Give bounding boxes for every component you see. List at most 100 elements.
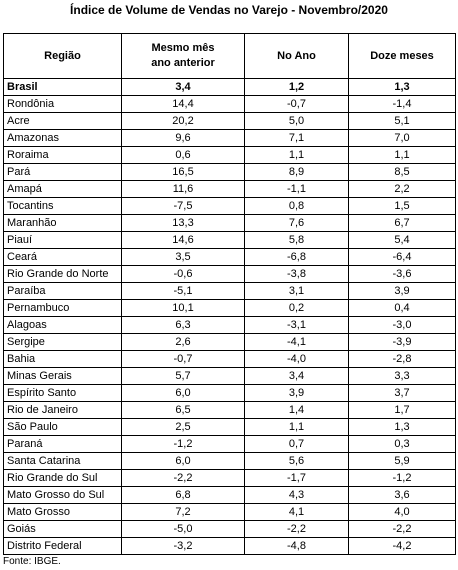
value-cell: 3,5 [121,248,245,266]
value-cell: -3,0 [348,316,456,334]
value-cell: 1,7 [348,401,456,419]
value-cell: 0,3 [348,435,456,453]
value-cell: 0,2 [244,299,349,317]
table-row: São Paulo 2,5 1,1 1,3 [3,418,456,436]
value-cell: 5,4 [348,231,456,249]
region-cell: Maranhão [3,214,122,232]
region-cell: Brasil [3,78,122,96]
value-cell: 3,7 [348,384,456,402]
table-row: Bahia -0,7 -4,0 -2,8 [3,350,456,368]
table-row: Sergipe 2,6 -4,1 -3,9 [3,333,456,351]
value-cell: 3,4 [121,78,245,96]
region-cell: Acre [3,112,122,130]
value-cell: 1,4 [244,401,349,419]
region-cell: Pará [3,163,122,181]
header-text: Região [44,49,81,62]
region-cell: Rio Grande do Norte [3,265,122,283]
value-cell: 3,6 [348,486,456,504]
value-cell: 4,0 [348,503,456,521]
header-cell: Doze meses [348,33,456,79]
value-cell: 0,7 [244,435,349,453]
value-cell: -0,6 [121,265,245,283]
value-cell: 6,0 [121,384,245,402]
region-cell: Bahia [3,350,122,368]
value-cell: 5,8 [244,231,349,249]
table: Região Mesmo mês ano anterior No Ano Doze m… [3,33,456,555]
value-cell: -3,6 [348,265,456,283]
region-cell: Ceará [3,248,122,266]
table-row: Goiás -5,0 -2,2 -2,2 [3,520,456,538]
value-cell: -0,7 [244,95,349,113]
table-row: Mato Grosso do Sul 6,8 4,3 3,6 [3,486,456,504]
header-cell: No Ano [244,33,349,79]
value-cell: -3,9 [348,333,456,351]
value-cell: -3,1 [244,316,349,334]
value-cell: 14,4 [121,95,245,113]
value-cell: 2,2 [348,180,456,198]
value-cell: 7,6 [244,214,349,232]
region-cell: Paraíba [3,282,122,300]
region-cell: São Paulo [3,418,122,436]
value-cell: 3,9 [244,384,349,402]
region-cell: Alagoas [3,316,122,334]
value-cell: 3,3 [348,367,456,385]
value-cell: 2,5 [121,418,245,436]
header-text: Doze meses [370,49,434,62]
value-cell: -2,2 [244,520,349,538]
table-row: Pará 16,5 8,9 8,5 [3,163,456,181]
value-cell: 6,3 [121,316,245,334]
value-cell: 3,1 [244,282,349,300]
value-cell: 8,5 [348,163,456,181]
value-cell: 5,7 [121,367,245,385]
table-row: Brasil 3,4 1,2 1,3 [3,78,456,96]
region-cell: Rio de Janeiro [3,401,122,419]
region-cell: Pernambuco [3,299,122,317]
value-cell: 9,6 [121,129,245,147]
value-cell: 1,5 [348,197,456,215]
header-text: No Ano [277,49,316,62]
region-cell: Minas Gerais [3,367,122,385]
region-cell: Sergipe [3,333,122,351]
region-cell: Roraima [3,146,122,164]
value-cell: 13,3 [121,214,245,232]
table-row: Rio Grande do Sul -2,2 -1,7 -1,2 [3,469,456,487]
table-row: Minas Gerais 5,7 3,4 3,3 [3,367,456,385]
value-cell: 7,0 [348,129,456,147]
region-cell: Paraná [3,435,122,453]
value-cell: 6,8 [121,486,245,504]
value-cell: 0,4 [348,299,456,317]
region-cell: Mato Grosso do Sul [3,486,122,504]
value-cell: 1,3 [348,78,456,96]
value-cell: 4,1 [244,503,349,521]
value-cell: -5,0 [121,520,245,538]
value-cell: -2,8 [348,350,456,368]
region-cell: Amazonas [3,129,122,147]
value-cell: -6,8 [244,248,349,266]
table-row: Maranhão 13,3 7,6 6,7 [3,214,456,232]
value-cell: 16,5 [121,163,245,181]
header-cell: Mesmo mês ano anterior [121,33,245,79]
table-row: Rio de Janeiro 6,5 1,4 1,7 [3,401,456,419]
value-cell: -5,1 [121,282,245,300]
value-cell: 8,9 [244,163,349,181]
table-row: Amapá 11,6 -1,1 2,2 [3,180,456,198]
value-cell: -4,1 [244,333,349,351]
table-row: Pernambuco 10,1 0,2 0,4 [3,299,456,317]
value-cell: 1,1 [244,418,349,436]
value-cell: -1,7 [244,469,349,487]
value-cell: 6,7 [348,214,456,232]
value-cell: -1,4 [348,95,456,113]
header-row: Região Mesmo mês ano anterior No Ano Doze m… [3,33,456,79]
table-row: Ceará 3,5 -6,8 -6,4 [3,248,456,266]
value-cell: 4,3 [244,486,349,504]
value-cell: -4,2 [348,537,456,555]
value-cell: 0,8 [244,197,349,215]
region-cell: Rio Grande do Sul [3,469,122,487]
value-cell: 0,6 [121,146,245,164]
table-row: Roraima 0,6 1,1 1,1 [3,146,456,164]
value-cell: -6,4 [348,248,456,266]
table-row: Alagoas 6,3 -3,1 -3,0 [3,316,456,334]
region-cell: Rondônia [3,95,122,113]
value-cell: 1,3 [348,418,456,436]
region-cell: Amapá [3,180,122,198]
